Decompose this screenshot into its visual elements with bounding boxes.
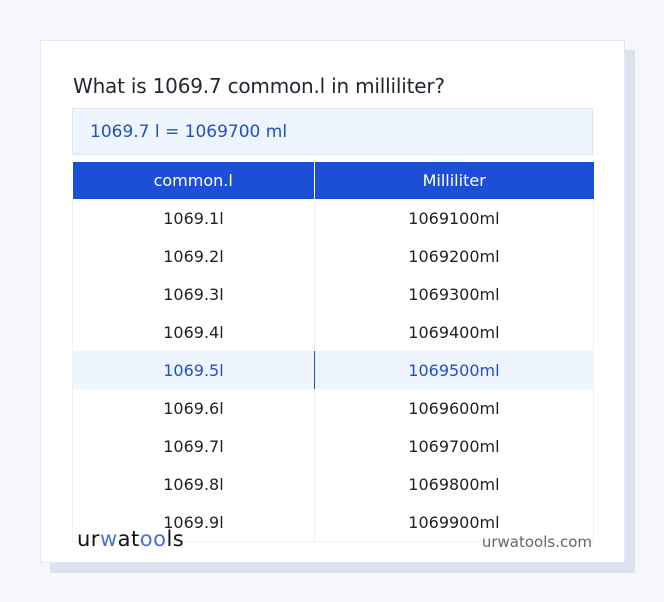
- milliliter-cell: 1069900ml: [313, 503, 595, 542]
- table-row: 1069.4l 1069400ml: [72, 313, 595, 351]
- common-l-cell: 1069.8l: [72, 465, 315, 503]
- urwatools-logo[interactable]: urwatools: [77, 527, 185, 551]
- milliliter-cell: 1069800ml: [313, 465, 595, 503]
- result-box: 1069.7 l = 1069700 ml: [72, 108, 593, 155]
- table-row: 1069.8l 1069800ml: [72, 465, 595, 503]
- milliliter-cell: 1069600ml: [313, 389, 595, 427]
- conversion-table: common.l Milliliter 1069.1l 1069100ml 1069…: [72, 162, 595, 542]
- milliliter-cell: 1069700ml: [313, 427, 595, 465]
- converter-card: What is 1069.7 common.l in milliliter? 1…: [40, 40, 625, 563]
- common-l-cell: 1069.6l: [72, 389, 315, 427]
- header-common-l: common.l: [72, 162, 315, 199]
- common-l-cell: 1069.2l: [72, 237, 315, 275]
- common-l-cell: 1069.7l: [72, 427, 315, 465]
- table-row: 1069.9l 1069900ml: [72, 503, 595, 542]
- milliliter-cell: 1069300ml: [313, 275, 595, 313]
- table-row: 1069.6l 1069600ml: [72, 389, 595, 427]
- table-row: 1069.3l 1069300ml: [72, 275, 595, 313]
- common-l-cell: 1069.1l: [72, 199, 315, 237]
- table-row: 1069.2l 1069200ml: [72, 237, 595, 275]
- milliliter-cell: 1069200ml: [313, 237, 595, 275]
- common-l-cell: 1069.9l: [72, 503, 315, 542]
- table-row: 1069.5l 1069500ml: [72, 351, 595, 389]
- milliliter-cell: 1069400ml: [313, 313, 595, 351]
- common-l-cell: 1069.4l: [72, 313, 315, 351]
- site-link[interactable]: urwatools.com: [481, 533, 592, 551]
- header-milliliter: Milliliter: [314, 162, 594, 199]
- common-l-cell: 1069.5l: [72, 351, 315, 389]
- table-row: 1069.1l 1069100ml: [72, 199, 595, 237]
- common-l-cell: 1069.3l: [72, 275, 315, 313]
- milliliter-cell: 1069100ml: [313, 199, 595, 237]
- page-title: What is 1069.7 common.l in milliliter?: [73, 74, 445, 98]
- table-row: 1069.7l 1069700ml: [72, 427, 595, 465]
- milliliter-cell: 1069500ml: [313, 351, 595, 389]
